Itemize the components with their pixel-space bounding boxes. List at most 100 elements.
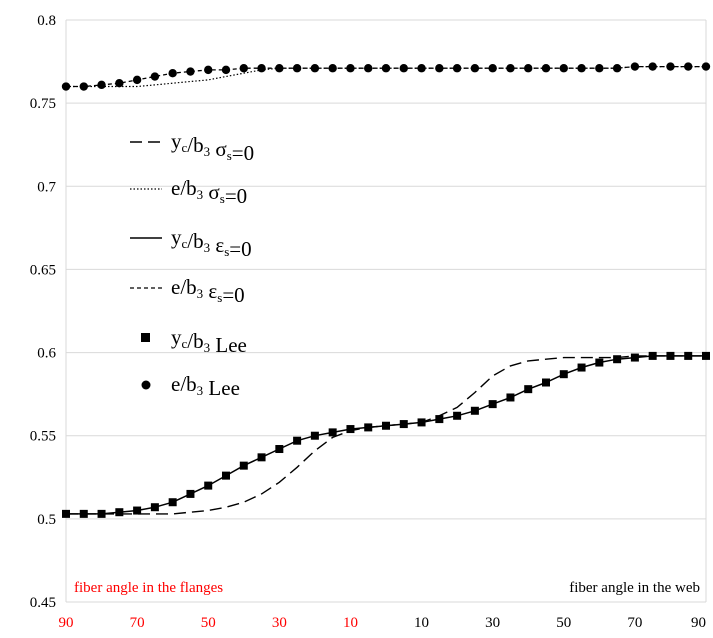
series-5 xyxy=(61,62,711,91)
square-point xyxy=(257,453,266,462)
square-point xyxy=(577,363,586,372)
square-point xyxy=(62,509,70,518)
tick-labels: 0.45 0.5 0.55 0.6 0.65 0.7 0.75 0.8 90 70 50 30 10 10… xyxy=(30,13,706,631)
square-point xyxy=(115,508,124,517)
legend-label-part: /b xyxy=(187,329,203,353)
legend-label-part: 3 xyxy=(204,340,211,355)
square-point xyxy=(79,509,88,518)
square-point xyxy=(364,423,373,432)
circle-point xyxy=(346,64,355,73)
square-point xyxy=(470,406,479,415)
y-tick-label: 0.5 xyxy=(37,512,56,528)
legend-label: yc/b3 Lee xyxy=(171,325,247,357)
x-tick-label: 30 xyxy=(485,615,500,631)
gridlines xyxy=(66,19,706,603)
x-tick-label: 70 xyxy=(130,615,145,631)
square-point xyxy=(399,420,408,429)
circle-point xyxy=(292,64,302,73)
legend-label-part: s xyxy=(224,244,229,259)
circle-point xyxy=(630,62,640,71)
legend-label-part: 3 xyxy=(197,286,204,301)
square-point xyxy=(310,431,319,440)
circle-point xyxy=(115,78,124,88)
circle-point xyxy=(452,64,462,73)
x-tick-label: 10 xyxy=(343,615,358,631)
square-point xyxy=(133,506,142,515)
circle-point xyxy=(168,69,177,78)
legend-label-part: =0 xyxy=(225,184,247,208)
circle-point xyxy=(666,62,675,71)
legend-label-part: ε xyxy=(210,233,224,257)
square-point xyxy=(648,351,657,360)
circle-point xyxy=(275,64,284,73)
circle-point xyxy=(648,62,657,71)
square-point xyxy=(293,436,302,445)
x-note-flanges: fiber angle in the flanges xyxy=(74,580,223,596)
circle-point xyxy=(61,82,71,91)
square-point xyxy=(382,421,390,430)
square-point xyxy=(204,481,213,490)
square-point xyxy=(613,355,622,364)
circle-point xyxy=(506,64,515,73)
legend-label-part: =0 xyxy=(232,141,254,165)
x-tick-label: 50 xyxy=(201,615,216,631)
axis-notes: fiber angle in the flanges fiber angle in… xyxy=(74,580,700,596)
circle-point xyxy=(132,75,142,85)
y-tick-label: 0.65 xyxy=(30,262,56,278)
square-point xyxy=(275,445,284,454)
legend-label-part: =0 xyxy=(222,283,244,307)
circle-point xyxy=(364,64,373,73)
legend-label-part: 3 xyxy=(197,383,204,398)
square-point xyxy=(346,425,355,434)
series-layer xyxy=(61,62,711,518)
circle-point xyxy=(577,64,586,73)
legend-label-part: /b xyxy=(180,275,196,299)
legend-label-part: c xyxy=(182,140,188,155)
square-point xyxy=(684,351,693,360)
circle-point xyxy=(257,64,266,73)
square-point xyxy=(542,378,550,387)
y-tick-label: 0.6 xyxy=(37,346,56,362)
x-tick-label: 90 xyxy=(691,615,706,631)
square-point xyxy=(97,509,106,518)
legend-label-part: c xyxy=(182,236,188,251)
square-point xyxy=(453,411,462,420)
square-point xyxy=(666,351,675,360)
circle-point xyxy=(204,65,213,75)
legend-label-part: σ xyxy=(203,180,220,204)
circle-point xyxy=(150,72,160,81)
circle-point xyxy=(470,64,480,73)
square-point xyxy=(150,503,159,512)
legend-label-part: s xyxy=(227,148,232,163)
square-point xyxy=(168,498,177,507)
square-point xyxy=(186,489,195,498)
legend-label: yc/b3 εs=0 xyxy=(171,225,252,261)
circle-point xyxy=(328,64,337,73)
legend-label-part: s xyxy=(217,290,222,305)
legend-label-part: ε xyxy=(203,279,217,303)
x-tick-label: 50 xyxy=(556,615,571,631)
series-4 xyxy=(62,351,710,518)
square-point xyxy=(328,428,337,437)
legend-swatch xyxy=(141,333,150,342)
circle-point xyxy=(399,64,408,73)
legend-label-part: s xyxy=(220,191,225,206)
legend-label-part: /b xyxy=(187,229,203,253)
y-tick-label: 0.7 xyxy=(37,179,56,195)
legend-label: yc/b3 σs=0 xyxy=(171,129,254,165)
circle-point xyxy=(541,64,551,73)
square-point xyxy=(506,393,515,402)
legend: yc/b3 σs=0e/b3 σs=0yc/b3 εs=0e/b3 εs=0yc… xyxy=(130,129,254,400)
legend-swatch xyxy=(141,380,151,390)
square-point xyxy=(524,385,533,394)
legend-label-part: Lee xyxy=(203,376,240,400)
legend-label-part: =0 xyxy=(229,237,251,261)
y-tick-label: 0.8 xyxy=(37,13,56,29)
legend-item: e/b3 Lee xyxy=(141,372,240,400)
circle-point xyxy=(524,64,533,73)
circle-point xyxy=(186,67,195,76)
circle-point xyxy=(701,62,711,71)
square-point xyxy=(239,461,248,470)
x-tick-label: 70 xyxy=(627,615,642,631)
circle-point xyxy=(417,64,426,73)
